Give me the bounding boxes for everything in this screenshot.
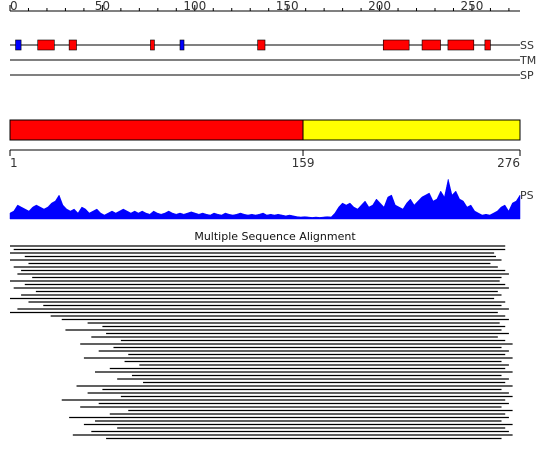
position-ruler: 0 50 100 150 200 250 (9, 0, 520, 13)
ss-helix (150, 39, 155, 51)
ss-helix (421, 39, 441, 51)
ruler-tick-label: 0 (10, 0, 18, 13)
ruler-tick-label: 100 (183, 0, 206, 13)
ss-strand (15, 39, 22, 51)
ruler-tick-label: 200 (368, 0, 391, 13)
ruler-tick-label: 50 (95, 0, 110, 13)
ps-profile-area (9, 178, 521, 220)
domain-tick-label: 1 (10, 156, 18, 170)
ss-helix (484, 39, 491, 51)
transmembrane-track: TM (10, 54, 536, 67)
domain-tick-label: 276 (497, 156, 520, 170)
domain-segment (302, 119, 521, 141)
domain-segment (9, 119, 304, 141)
sp-track-label: SP (520, 69, 534, 82)
ss-helix (447, 39, 475, 51)
msa-title: Multiple Sequence Alignment (194, 230, 356, 243)
ss-helix (257, 39, 266, 51)
ruler-tick-label: 250 (461, 0, 484, 13)
msa-section: Multiple Sequence Alignment (10, 230, 513, 440)
ss-track-label: SS (520, 39, 534, 52)
ss-helix (37, 39, 55, 51)
domain-tick-label: 159 (292, 156, 315, 170)
domain-ruler: 1 159 276 (9, 149, 521, 170)
ruler-tick-label: 150 (276, 0, 299, 13)
domain-track (9, 119, 521, 141)
ps-track-label: PS (520, 189, 534, 202)
ss-strand (179, 39, 185, 51)
ss-helix (382, 39, 410, 51)
ss-helix (68, 39, 77, 51)
signal-peptide-track: SP (10, 69, 534, 82)
tm-track-label: TM (519, 54, 536, 67)
ps-profile-track: PS (9, 178, 534, 220)
secondary-structure-track: SS (10, 39, 534, 52)
